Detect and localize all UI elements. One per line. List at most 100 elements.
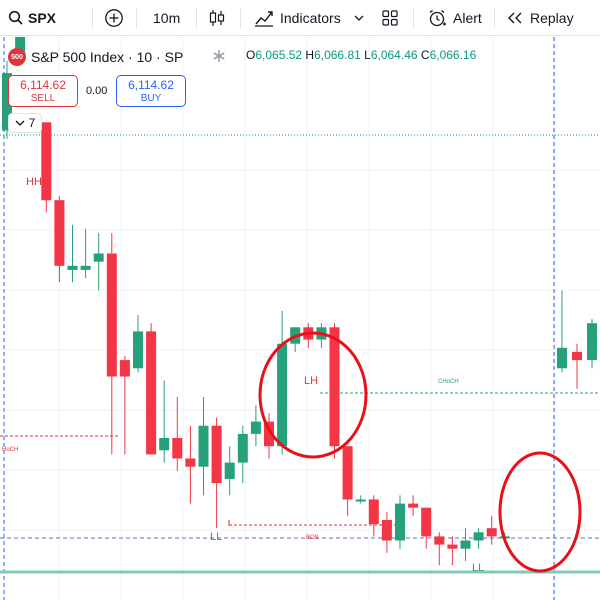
replay-button[interactable]: Replay bbox=[506, 0, 574, 36]
candle-body bbox=[93, 253, 104, 262]
bos-label: BOS bbox=[306, 535, 319, 541]
candle-body bbox=[277, 343, 288, 447]
candle-body bbox=[67, 265, 78, 270]
candle-body bbox=[54, 200, 65, 266]
top-toolbar: SPX 10m Indicators Alert Replay bbox=[0, 0, 600, 36]
candle bbox=[41, 122, 52, 213]
candle bbox=[250, 405, 261, 447]
symbol-logo: 500 bbox=[8, 48, 26, 66]
sell-button[interactable]: 6,114.62 SELL bbox=[8, 75, 78, 107]
choch-label-left: HoCH bbox=[2, 447, 18, 453]
chart-grid bbox=[0, 37, 600, 600]
candle-body bbox=[250, 421, 261, 434]
compare-button[interactable] bbox=[104, 0, 124, 36]
search-icon bbox=[8, 10, 23, 25]
candle bbox=[408, 495, 419, 516]
symbol-search[interactable]: SPX bbox=[8, 0, 56, 36]
candle-body bbox=[15, 37, 26, 57]
candle bbox=[185, 425, 196, 504]
indicators-button[interactable]: Indicators bbox=[254, 0, 341, 36]
candle-body bbox=[395, 503, 405, 541]
symbol-title: S&P 500 Index · 10 · SP bbox=[31, 49, 184, 65]
candle-body bbox=[172, 438, 183, 459]
chevron-down-icon bbox=[354, 15, 364, 21]
candle bbox=[395, 495, 405, 549]
candle-body bbox=[146, 331, 157, 455]
ll-label-right: LL bbox=[472, 562, 484, 574]
lh-label: LH bbox=[304, 375, 318, 387]
chart-type-button[interactable] bbox=[208, 0, 226, 36]
candle bbox=[557, 290, 567, 373]
candle bbox=[368, 495, 379, 537]
interval-label: 10m bbox=[153, 10, 181, 26]
divider bbox=[240, 8, 241, 28]
candle bbox=[460, 528, 471, 561]
interval-button[interactable]: 10m bbox=[153, 0, 180, 36]
layouts-button[interactable] bbox=[381, 0, 399, 36]
candle-body bbox=[198, 425, 209, 467]
candle bbox=[224, 446, 235, 496]
candle-body bbox=[421, 507, 432, 537]
candle bbox=[119, 356, 130, 455]
plus-circle-icon bbox=[105, 9, 123, 27]
settings-icon[interactable] bbox=[212, 49, 226, 68]
symbol-legend[interactable]: 500 S&P 500 Index · 10 · SP bbox=[8, 46, 183, 68]
highlight-circle-lh bbox=[258, 331, 368, 459]
sell-label: SELL bbox=[30, 93, 56, 104]
hh-label: HH bbox=[26, 176, 42, 188]
candle bbox=[54, 196, 65, 283]
candle-body bbox=[434, 536, 445, 545]
candle-body bbox=[264, 421, 274, 447]
candle-body bbox=[159, 438, 170, 451]
price-chart[interactable]: HH LH LL LL HoCH CHoCH BOS bbox=[0, 37, 600, 600]
candle-body bbox=[355, 499, 366, 502]
candle bbox=[355, 495, 366, 504]
candle bbox=[434, 532, 445, 566]
indicator-count: 7 bbox=[28, 116, 36, 130]
buy-label: BUY bbox=[140, 93, 162, 104]
candle-body bbox=[211, 425, 222, 484]
candle bbox=[264, 413, 274, 459]
candle-body bbox=[572, 351, 582, 361]
candle-body bbox=[80, 265, 91, 270]
candle bbox=[342, 446, 353, 516]
candle-body bbox=[408, 503, 419, 508]
candle bbox=[303, 323, 314, 348]
indicators-dropdown[interactable] bbox=[353, 0, 365, 36]
candle bbox=[381, 511, 392, 553]
candle-body bbox=[237, 433, 248, 463]
symbol-label: SPX bbox=[28, 10, 57, 26]
buy-button[interactable]: 6,114.62 BUY bbox=[116, 75, 186, 107]
divider bbox=[196, 8, 197, 28]
indicators-collapse-button[interactable]: 7 bbox=[8, 113, 42, 133]
candle bbox=[93, 233, 104, 291]
candle-body bbox=[368, 499, 379, 525]
candle bbox=[80, 228, 91, 279]
candle-body bbox=[119, 360, 130, 377]
candle bbox=[587, 319, 597, 369]
candle bbox=[172, 397, 183, 471]
candle bbox=[473, 528, 484, 549]
indicators-label: Indicators bbox=[280, 10, 341, 26]
candle bbox=[421, 507, 432, 549]
candle-body bbox=[224, 462, 235, 479]
candle-body bbox=[557, 347, 567, 369]
divider bbox=[413, 8, 414, 28]
candle-body bbox=[41, 122, 52, 201]
replay-label: Replay bbox=[530, 10, 574, 26]
divider bbox=[136, 8, 137, 28]
candle bbox=[2, 60, 12, 139]
alert-button[interactable]: Alert bbox=[427, 0, 482, 36]
candle bbox=[211, 417, 222, 529]
candle bbox=[67, 224, 78, 283]
divider bbox=[494, 8, 495, 28]
candle bbox=[329, 323, 340, 459]
candle-body bbox=[587, 323, 597, 361]
snowflake-icon bbox=[213, 50, 225, 62]
candle bbox=[159, 380, 170, 463]
candle-body bbox=[381, 520, 392, 541]
candle-body bbox=[486, 528, 497, 537]
replay-rewind-icon bbox=[508, 12, 522, 24]
ohlc-values: O6,065.52 H6,066.81 L6,064.46 C6,066.16 bbox=[246, 48, 477, 62]
spread-value: 0.00 bbox=[86, 85, 108, 97]
